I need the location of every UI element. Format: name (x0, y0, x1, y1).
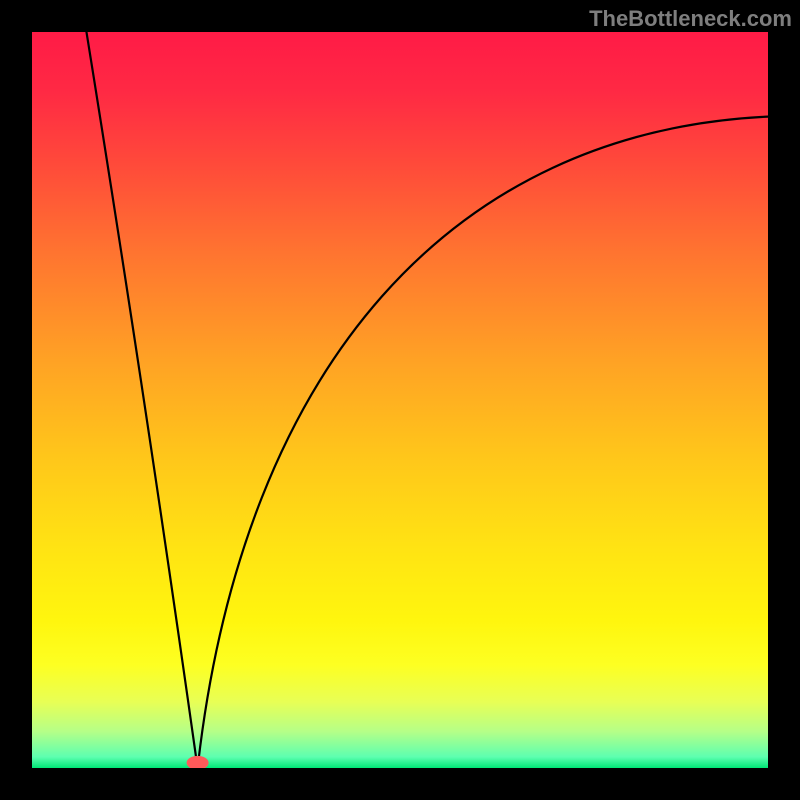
watermark-text: TheBottleneck.com (589, 6, 792, 32)
valley-marker (187, 756, 209, 770)
plot-svg (0, 0, 800, 800)
gradient-background (32, 32, 768, 768)
plot-area (0, 0, 800, 800)
